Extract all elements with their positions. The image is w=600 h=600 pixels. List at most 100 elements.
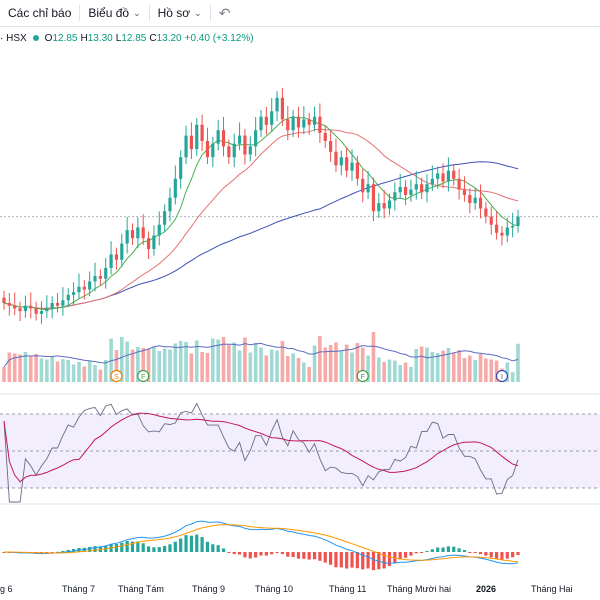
volume-bar bbox=[264, 355, 269, 382]
candle-body bbox=[339, 157, 343, 166]
volume-bar bbox=[382, 362, 386, 382]
candle-body bbox=[291, 116, 295, 131]
candle-body bbox=[473, 197, 477, 204]
candle-body bbox=[425, 184, 429, 193]
volume-bar bbox=[409, 367, 413, 382]
volume-bar bbox=[371, 332, 376, 382]
volume-bar bbox=[451, 352, 456, 382]
volume-bar bbox=[318, 336, 322, 382]
macd-pane bbox=[2, 520, 520, 571]
volume-bar bbox=[200, 352, 204, 382]
macd-histogram-bar bbox=[436, 547, 440, 552]
volume-bar bbox=[119, 337, 124, 382]
macd-histogram-bar bbox=[88, 547, 92, 552]
volume-bar bbox=[280, 341, 285, 382]
chart-menu-button[interactable]: Biểu đồ ⌄ bbox=[80, 0, 148, 26]
volume-bar bbox=[366, 355, 370, 382]
chart-menu-label: Biểu đồ bbox=[88, 6, 130, 20]
macd-histogram-bar bbox=[66, 549, 70, 552]
macd-histogram-bar bbox=[237, 552, 242, 555]
candle-body bbox=[61, 300, 65, 306]
undo-icon[interactable]: ↶ bbox=[218, 4, 231, 21]
open-key: O bbox=[44, 32, 53, 44]
volume-bar bbox=[462, 358, 467, 382]
candle-body bbox=[163, 211, 167, 225]
candle-body bbox=[382, 203, 386, 209]
candle-body bbox=[125, 230, 129, 244]
candle-body bbox=[2, 297, 6, 303]
volume-bar bbox=[98, 369, 103, 382]
macd-histogram-bar bbox=[275, 552, 279, 553]
candle-body bbox=[329, 141, 333, 152]
macd-histogram-bar bbox=[93, 546, 97, 552]
macd-histogram-bar bbox=[189, 535, 193, 552]
candle-body bbox=[393, 192, 397, 201]
volume-bar bbox=[23, 352, 28, 382]
indicators-button[interactable]: Các chỉ báo bbox=[0, 0, 79, 26]
candle-body bbox=[152, 235, 156, 249]
macd-histogram-bar bbox=[179, 538, 183, 552]
candle-body bbox=[34, 308, 38, 314]
volume-bar bbox=[7, 352, 12, 382]
macd-histogram-bar bbox=[409, 552, 413, 556]
macd-histogram-bar bbox=[457, 548, 461, 552]
candle-body bbox=[441, 173, 445, 182]
chevron-down-icon: ⌄ bbox=[133, 7, 141, 18]
macd-histogram-bar bbox=[393, 552, 397, 563]
macd-histogram-bar bbox=[50, 552, 54, 553]
time-axis-label: Tháng Mười hai bbox=[387, 584, 451, 594]
low-value: 12.85 bbox=[121, 32, 147, 44]
candle-body bbox=[98, 276, 102, 279]
candle-body bbox=[350, 162, 354, 171]
volume-bar bbox=[184, 342, 188, 382]
macd-histogram-bar bbox=[307, 552, 311, 560]
candle-body bbox=[286, 119, 290, 131]
event-marker-label: F bbox=[361, 374, 365, 381]
macd-histogram-bar bbox=[425, 550, 429, 552]
volume-bar bbox=[516, 343, 520, 382]
volume-bar bbox=[189, 353, 194, 382]
profile-menu-button[interactable]: Hồ sơ ⌄ bbox=[150, 0, 210, 26]
macd-histogram-bar bbox=[205, 541, 210, 552]
candle-body bbox=[45, 308, 49, 312]
candle-body bbox=[334, 151, 338, 166]
ohlc-legend: · HSX O 12.85 H 13.30 L 12.85 C 13.20 +0.40 … bbox=[0, 30, 257, 46]
toolbar-divider bbox=[79, 5, 81, 21]
candle-body bbox=[361, 178, 365, 193]
time-axis-label: Tháng 7 bbox=[62, 584, 96, 594]
macd-histogram-bar bbox=[168, 544, 172, 552]
symbol-label: · HSX bbox=[0, 32, 27, 44]
price-pane bbox=[0, 87, 600, 324]
event-marker-icon bbox=[356, 369, 369, 383]
volume-bar bbox=[328, 345, 333, 382]
volume-bar bbox=[296, 358, 301, 382]
candle-body bbox=[93, 276, 97, 282]
event-marker-icon bbox=[495, 369, 509, 383]
candle-body bbox=[237, 135, 242, 144]
close-value: 13.20 bbox=[156, 32, 182, 44]
candle-body bbox=[398, 186, 402, 193]
candle-body bbox=[205, 141, 210, 158]
event-marker-label: S bbox=[114, 374, 119, 381]
change-value: +0.40 (+3.12%) bbox=[184, 32, 254, 44]
volume-bar bbox=[510, 372, 515, 382]
candle-body bbox=[184, 135, 188, 158]
macd-histogram-bar bbox=[387, 552, 392, 567]
indicators-label: Các chỉ báo bbox=[8, 6, 72, 20]
candle-body bbox=[13, 305, 17, 309]
candle-body bbox=[436, 173, 440, 179]
macd-histogram-bar bbox=[227, 552, 231, 553]
candle-body bbox=[39, 311, 44, 314]
macd-histogram-bar bbox=[211, 544, 215, 552]
macd-histogram-bar bbox=[264, 552, 268, 556]
market-status-dot bbox=[32, 35, 39, 41]
macd-histogram-bar bbox=[516, 552, 520, 555]
volume-bar bbox=[34, 354, 38, 382]
candle-body bbox=[280, 97, 285, 120]
candle-body bbox=[409, 189, 413, 195]
volume-bar bbox=[50, 357, 54, 382]
volume-bar bbox=[505, 362, 510, 382]
volume-bar bbox=[152, 346, 156, 382]
volume-bar bbox=[484, 358, 488, 382]
